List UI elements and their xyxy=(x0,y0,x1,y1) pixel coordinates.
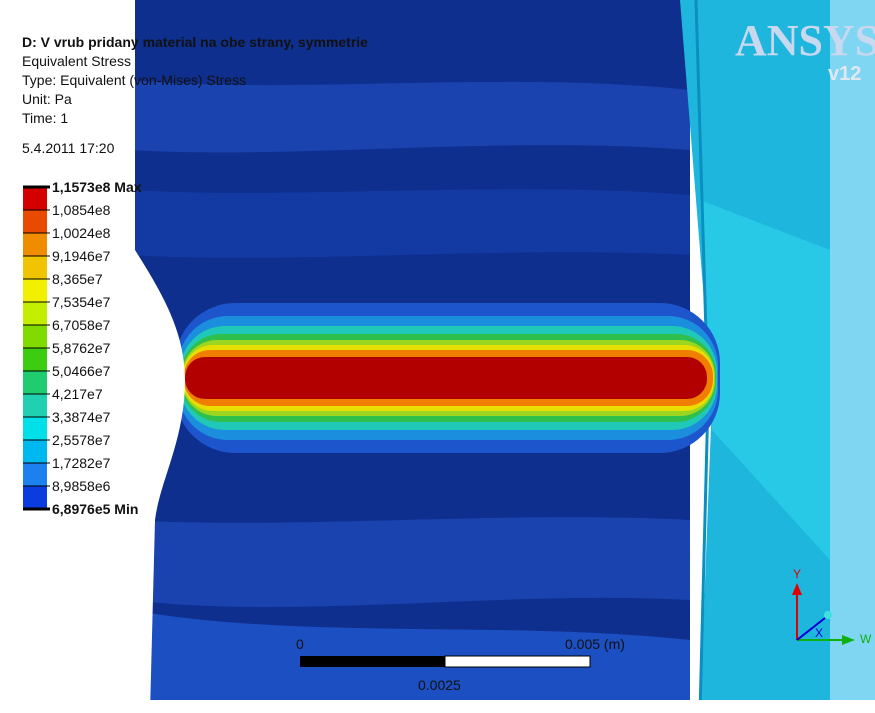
contour-band xyxy=(130,189,690,258)
legend-label: 3,3874e7 xyxy=(52,409,111,425)
legend-swatch xyxy=(23,210,47,233)
header-line: Time: 1 xyxy=(22,110,68,126)
scale-middle: 0.0025 xyxy=(418,677,461,693)
legend-swatch xyxy=(23,279,47,302)
legend-label: 8,9858e6 xyxy=(52,478,111,494)
legend-label: 1,1573e8 Max xyxy=(52,179,142,195)
legend-label: 8,365e7 xyxy=(52,271,103,287)
header-line: Equivalent Stress xyxy=(22,53,131,69)
legend-label: 2,5578e7 xyxy=(52,432,111,448)
header-line: Type: Equivalent (von-Mises) Stress xyxy=(22,72,246,88)
triad-label: Y xyxy=(793,567,801,581)
scale-bar-dark xyxy=(300,656,445,667)
triad-point xyxy=(824,611,832,619)
header-line: Unit: Pa xyxy=(22,91,72,107)
contour-band xyxy=(130,517,690,607)
legend-swatch xyxy=(23,440,47,463)
legend-label: 9,1946e7 xyxy=(52,248,111,264)
legend-swatch xyxy=(23,187,47,210)
legend-swatch xyxy=(23,256,47,279)
legend-swatch xyxy=(23,348,47,371)
legend-label: 5,0466e7 xyxy=(52,363,111,379)
bottom-edge xyxy=(130,700,875,713)
legend-swatch xyxy=(23,371,47,394)
legend-swatch xyxy=(23,325,47,348)
legend-label: 1,7282e7 xyxy=(52,455,111,471)
legend-label: 7,5354e7 xyxy=(52,294,111,310)
legend-swatch xyxy=(23,417,47,440)
legend-label: 1,0854e8 xyxy=(52,202,111,218)
legend-swatch xyxy=(23,302,47,325)
legend-label: 1,0024e8 xyxy=(52,225,111,241)
scale-bar-light xyxy=(445,656,590,667)
legend-label: 6,7058e7 xyxy=(52,317,111,333)
scale-start: 0 xyxy=(296,636,304,652)
legend-label: 6,8976e5 Min xyxy=(52,501,138,517)
contour-band xyxy=(130,80,690,152)
header-line: 5.4.2011 17:20 xyxy=(22,140,115,156)
logo-version: v12 xyxy=(828,63,861,85)
screen: D: V vrub pridany material na obe strany… xyxy=(0,0,875,713)
legend-swatch xyxy=(23,233,47,256)
legend-label: 4,217e7 xyxy=(52,386,103,402)
title: D: V vrub pridany material na obe strany… xyxy=(22,34,368,50)
legend-swatch xyxy=(23,394,47,417)
logo: ANSYS xyxy=(735,16,875,65)
right-region xyxy=(830,0,875,713)
contour-band xyxy=(185,357,707,399)
triad-label: X xyxy=(815,626,823,640)
triad-label: W xyxy=(860,632,872,646)
legend-swatch xyxy=(23,486,47,509)
legend-label: 5,8762e7 xyxy=(52,340,111,356)
scale-end: 0.005 (m) xyxy=(565,636,625,652)
legend-swatch xyxy=(23,463,47,486)
